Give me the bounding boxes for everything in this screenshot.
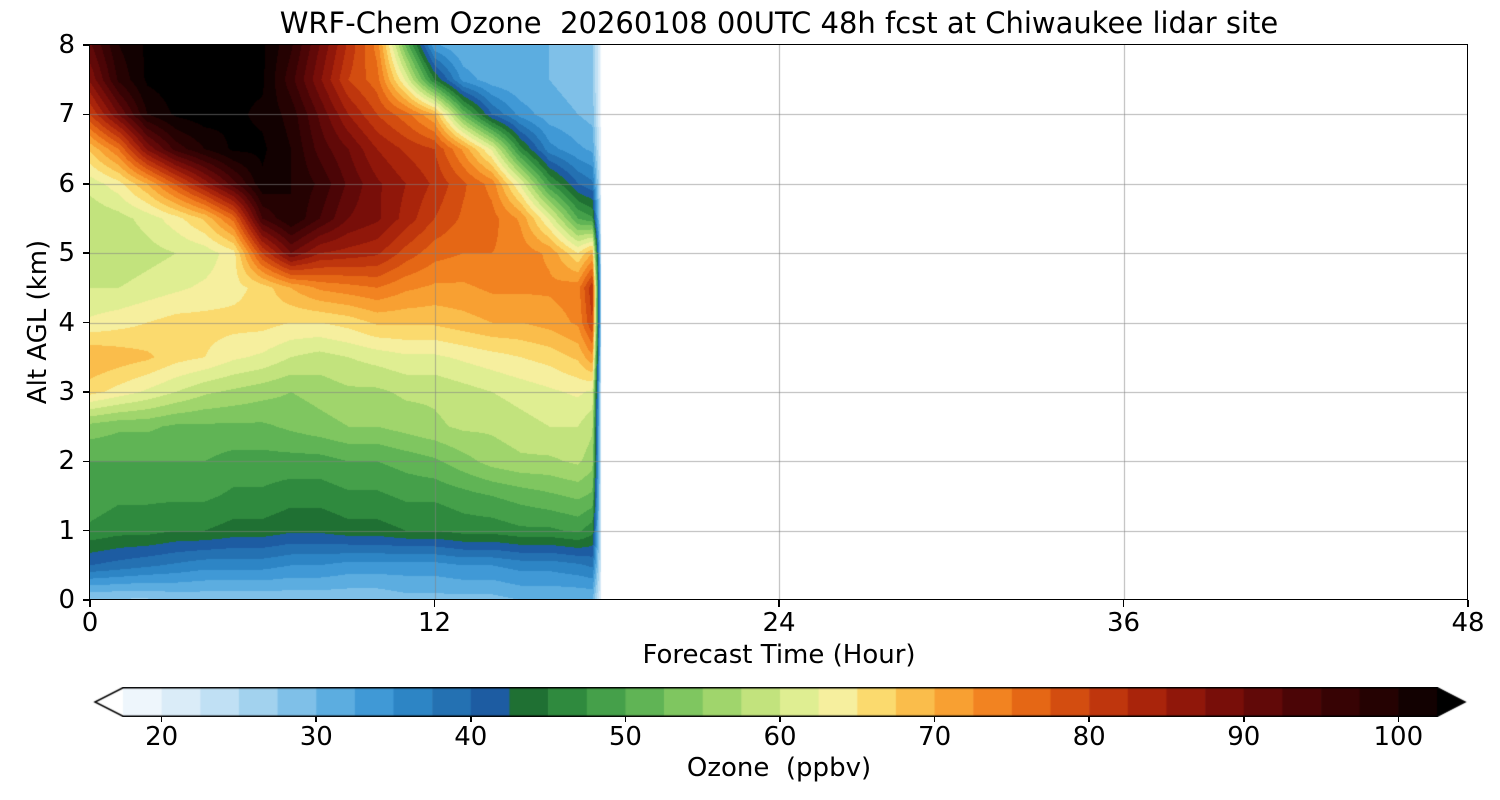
y-tick-label: 1 <box>58 515 75 546</box>
y-tick-label: 7 <box>58 99 75 130</box>
colorbar-tick-mark <box>1397 717 1400 722</box>
x-tick-mark <box>1467 600 1469 607</box>
colorbar-tick-label: 20 <box>145 722 179 752</box>
colorbar-tick-mark <box>624 717 627 722</box>
y-tick-mark <box>83 183 90 185</box>
colorbar-tick-mark <box>779 717 781 722</box>
y-tick-mark <box>83 113 90 116</box>
x-tick-mark <box>778 600 780 607</box>
contour-canvas <box>90 45 1468 600</box>
colorbar-tick-label: 30 <box>299 722 333 752</box>
y-tick-mark <box>83 529 90 532</box>
x-tick-label: 24 <box>762 608 796 638</box>
x-axis-label: Forecast Time (Hour) <box>642 640 916 670</box>
colorbar-canvas <box>90 687 1470 717</box>
y-tick-label: 6 <box>58 168 75 199</box>
y-tick-label: 0 <box>58 585 75 615</box>
x-tick-mark <box>89 600 91 607</box>
x-tick-label: 0 <box>81 608 99 638</box>
colorbar-tick-mark <box>933 717 936 722</box>
colorbar-label: Ozone (ppbv) <box>686 753 872 783</box>
colorbar-tick-label: 90 <box>1227 722 1261 752</box>
colorbar-tick-mark <box>470 717 472 722</box>
colorbar-tick-mark <box>160 717 163 722</box>
chart-title: WRF-Chem Ozone 20260108 00UTC 48h fcst a… <box>279 6 1279 40</box>
y-tick-mark <box>83 599 90 601</box>
x-tick-mark <box>433 600 436 607</box>
colorbar-tick-mark <box>315 717 317 722</box>
y-tick-label: 8 <box>58 30 75 60</box>
y-tick-mark <box>83 252 90 254</box>
colorbar-tick-mark <box>1088 717 1090 722</box>
y-tick-mark <box>83 460 90 462</box>
colorbar-tick-label: 40 <box>454 722 488 752</box>
x-tick-label: 36 <box>1106 608 1141 638</box>
colorbar-tick-label: 50 <box>608 722 642 752</box>
y-tick-mark <box>83 321 90 324</box>
colorbar-tick-label: 60 <box>763 722 797 752</box>
y-tick-label: 2 <box>58 446 75 477</box>
y-tick-label: 4 <box>58 307 75 338</box>
y-tick-label: 3 <box>58 376 75 407</box>
x-tick-mark <box>1122 600 1125 607</box>
colorbar-tick-label: 80 <box>1072 722 1106 752</box>
colorbar-tick-label: 70 <box>918 722 952 752</box>
colorbar-tick-mark <box>1243 717 1245 722</box>
y-tick-mark <box>83 391 90 393</box>
x-tick-label: 48 <box>1451 608 1485 638</box>
colorbar-tick-label: 100 <box>1373 722 1424 752</box>
y-tick-mark <box>83 44 90 46</box>
y-tick-label: 5 <box>58 238 75 269</box>
x-tick-label: 12 <box>417 608 452 638</box>
